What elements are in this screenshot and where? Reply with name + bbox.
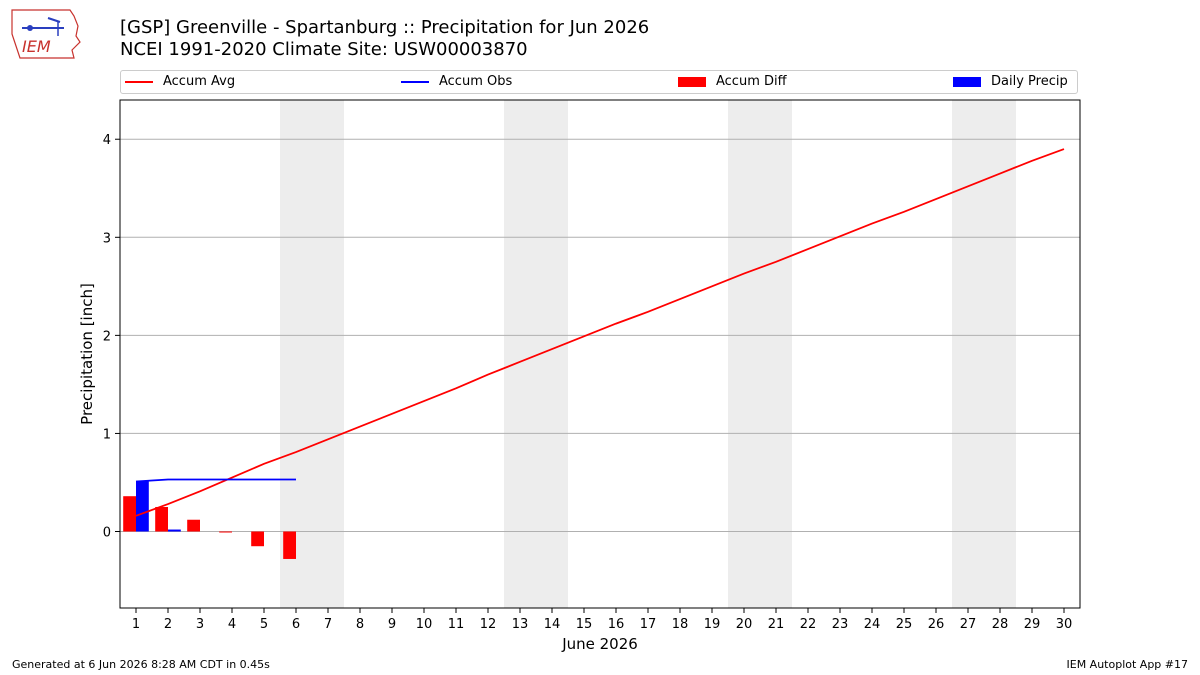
x-tick-label: 20: [736, 617, 753, 632]
x-tick-label: 1: [132, 617, 140, 632]
weekend-band: [728, 100, 792, 608]
grid-lines: [120, 138, 1080, 533]
x-axis-ticks: 1 2 3 4 5 6 7 8 9 10 11 12 13 14 15 16 17 18 19 20 21 22 23 24 2…: [132, 608, 1072, 632]
footer-generated-text: Generated at 6 Jun 2026 8:28 AM CDT in 0…: [12, 658, 270, 671]
x-tick-label: 30: [1056, 617, 1073, 632]
x-axis-label: June 2026: [561, 635, 638, 653]
x-tick-label: 21: [768, 617, 785, 632]
weekend-bands: [280, 100, 1016, 608]
x-tick-label: 6: [292, 617, 300, 632]
logo-text: IEM: [22, 37, 51, 56]
x-tick-label: 14: [544, 617, 561, 632]
y-tick-label: 0: [103, 526, 111, 541]
x-tick-label: 4: [228, 617, 236, 632]
plot-frame: [119, 99, 1081, 609]
x-tick-label: 9: [388, 617, 396, 632]
x-tick-label: 3: [196, 617, 204, 632]
x-tick-label: 17: [640, 617, 657, 632]
x-tick-label: 13: [512, 617, 529, 632]
x-tick-label: 29: [1024, 617, 1041, 632]
x-tick-label: 28: [992, 617, 1009, 632]
x-tick-label: 22: [800, 617, 817, 632]
x-tick-label: 2: [164, 617, 172, 632]
x-tick-label: 8: [356, 617, 364, 632]
accum-diff-bar: [219, 531, 232, 533]
legend-item-daily-precip: Daily Precip: [953, 74, 1068, 90]
iowa-state-outline-icon: [11, 9, 81, 59]
accum-avg-line: [135, 148, 1065, 517]
y-tick-label: 1: [103, 427, 111, 442]
x-tick-label: 10: [416, 617, 433, 632]
x-tick-label: 18: [672, 617, 689, 632]
chart-title: [GSP] Greenville - Spartanburg :: Precip…: [120, 17, 649, 61]
y-tick-label: 2: [103, 329, 111, 344]
accum-diff-bar: [251, 531, 264, 547]
x-tick-label: 26: [928, 617, 945, 632]
weekend-band: [280, 100, 344, 608]
accum-obs-line: [135, 478, 296, 483]
chart-title-line1: [GSP] Greenville - Spartanburg :: Precip…: [120, 17, 650, 38]
legend-label-accum-avg: Accum Avg: [163, 74, 236, 89]
legend-swatch-daily-precip: [953, 77, 981, 87]
legend-item-accum-diff: Accum Diff: [678, 74, 787, 90]
x-tick-label: 16: [608, 617, 625, 632]
bar-marks: [123, 481, 296, 559]
daily-precip-bar: [168, 529, 181, 532]
weekend-band: [952, 100, 1016, 608]
legend-swatch-accum-diff: [678, 77, 706, 87]
legend-item-accum-avg: Accum Avg: [125, 74, 235, 90]
chart-legend: Accum Avg Accum Obs Accum Diff Daily Pre…: [120, 70, 1078, 94]
y-axis-label: Precipitation [inch]: [78, 283, 96, 425]
y-tick-label: 4: [103, 133, 111, 148]
x-tick-label: 23: [832, 617, 849, 632]
x-tick-label: 27: [960, 617, 977, 632]
x-tick-label: 11: [448, 617, 465, 632]
legend-label-daily-precip: Daily Precip: [991, 74, 1068, 89]
x-tick-label: 24: [864, 617, 881, 632]
legend-item-accum-obs: Accum Obs: [401, 74, 512, 90]
accum-diff-bar: [187, 519, 200, 532]
x-tick-label: 19: [704, 617, 721, 632]
weekend-band: [504, 100, 568, 608]
iem-logo: IEM: [11, 9, 81, 59]
x-tick-label: 15: [576, 617, 593, 632]
accum-diff-bar: [155, 506, 168, 532]
x-tick-label: 12: [480, 617, 497, 632]
x-tick-label: 5: [260, 617, 268, 632]
line-marks: [135, 148, 1065, 517]
legend-label-accum-diff: Accum Diff: [716, 74, 787, 89]
legend-swatch-accum-avg: [125, 81, 153, 83]
daily-precip-bar: [136, 481, 149, 532]
x-tick-label: 25: [896, 617, 913, 632]
y-tick-label: 3: [103, 231, 111, 246]
accum-diff-bar: [283, 531, 296, 559]
x-tick-label: 7: [324, 617, 332, 632]
legend-swatch-accum-obs: [401, 81, 429, 83]
legend-label-accum-obs: Accum Obs: [439, 74, 513, 89]
y-axis-ticks: 0 1 2 3 4: [103, 133, 120, 541]
chart-title-line2: NCEI 1991-2020 Climate Site: USW00003870: [120, 39, 528, 60]
accum-diff-bar: [123, 496, 136, 532]
footer-app-text: IEM Autoplot App #17: [1066, 658, 1189, 671]
